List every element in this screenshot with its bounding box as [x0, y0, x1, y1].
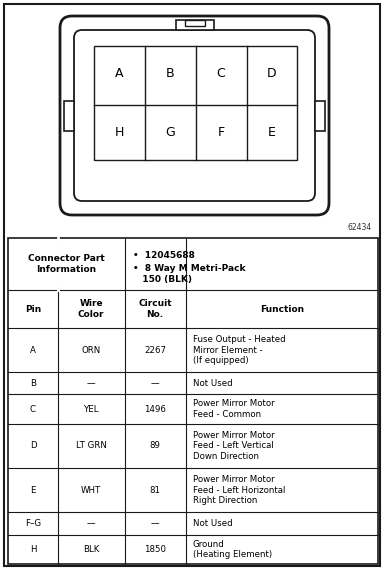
Text: A: A [115, 67, 123, 80]
Text: Power Mirror Motor
Feed - Left Vertical
Down Direction: Power Mirror Motor Feed - Left Vertical … [193, 431, 274, 461]
Text: YEL: YEL [83, 405, 99, 414]
Bar [315, 100, 325, 131]
Text: Not Used: Not Used [193, 519, 232, 528]
Text: Not Used: Not Used [193, 379, 232, 388]
Text: D: D [267, 67, 277, 80]
Text: —: — [87, 379, 96, 388]
Text: F–G: F–G [25, 519, 41, 528]
Text: Pin: Pin [25, 304, 41, 314]
Text: F: F [217, 126, 225, 139]
Text: Circuit
No.: Circuit No. [138, 299, 172, 319]
Text: Power Mirror Motor
Feed - Left Horizontal
Right Direction: Power Mirror Motor Feed - Left Horizonta… [193, 475, 285, 505]
Text: C: C [217, 67, 225, 80]
Text: 1496: 1496 [144, 405, 166, 414]
Text: —: — [87, 519, 96, 528]
Text: 62434: 62434 [348, 223, 372, 232]
Bar [175, 20, 214, 30]
Text: —: — [151, 379, 159, 388]
Bar [8, 238, 378, 564]
Text: Fuse Output - Heated
Mirror Element -
(If equipped): Fuse Output - Heated Mirror Element - (I… [193, 335, 285, 365]
Text: C: C [30, 405, 36, 414]
Text: WHT: WHT [81, 486, 101, 495]
Text: H: H [30, 545, 36, 553]
Text: E: E [268, 126, 276, 139]
Text: B: B [166, 67, 174, 80]
Text: Ground
(Heating Element): Ground (Heating Element) [193, 540, 272, 559]
Text: Connector Part
Information: Connector Part Information [28, 254, 105, 274]
Text: Function: Function [260, 304, 304, 314]
Text: 2267: 2267 [144, 345, 166, 355]
Text: A: A [30, 345, 36, 355]
Text: LT GRN: LT GRN [76, 442, 107, 450]
Text: BLK: BLK [83, 545, 99, 553]
Text: 81: 81 [150, 486, 161, 495]
Text: Wire
Color: Wire Color [78, 299, 104, 319]
Text: G: G [165, 126, 175, 139]
FancyBboxPatch shape [60, 16, 329, 215]
Bar [184, 20, 205, 26]
Text: Power Mirror Motor
Feed - Common: Power Mirror Motor Feed - Common [193, 400, 274, 419]
Text: 89: 89 [150, 442, 161, 450]
Text: H: H [114, 126, 124, 139]
Text: •  12045688: • 12045688 [132, 251, 194, 260]
Bar [94, 46, 297, 160]
Text: •  8 Way M Metri-Pack
   150 (BLK): • 8 Way M Metri-Pack 150 (BLK) [132, 264, 245, 284]
Text: ORN: ORN [82, 345, 101, 355]
Text: —: — [151, 519, 159, 528]
Bar [64, 100, 74, 131]
Text: B: B [30, 379, 36, 388]
Text: E: E [30, 486, 36, 495]
Text: 1850: 1850 [144, 545, 166, 553]
Text: D: D [30, 442, 36, 450]
FancyBboxPatch shape [74, 30, 315, 201]
